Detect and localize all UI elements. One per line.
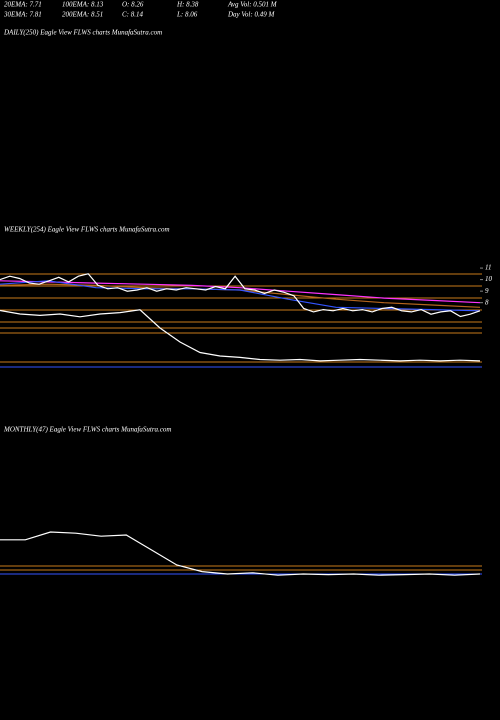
y-tick-label: 8 (485, 298, 489, 306)
chart-title: WEEKLY(254) Eagle View FLWS charts Munaf… (4, 226, 170, 234)
stat-label: H: 8.38 (176, 1, 199, 9)
price-line (0, 531, 481, 576)
price-line (0, 309, 481, 362)
stat-label: O: 8.26 (122, 1, 144, 9)
levels (0, 273, 482, 575)
stat-label: 200EMA: 8.51 (62, 11, 103, 19)
y-tick-label: 10 (485, 275, 493, 283)
price-line (0, 280, 481, 304)
stat-label: Avg Vol: 0.501 M (227, 1, 278, 9)
chart-title: DAILY(250) Eagle View FLWS charts Munafa… (3, 29, 162, 37)
stat-label: L: 8.06 (176, 11, 198, 19)
stat-label: 100EMA: 8.13 (62, 1, 104, 9)
stat-label: Day Vol: 0.49 M (227, 11, 275, 19)
chart-title: MONTHLY(47) Eagle View FLWS charts Munaf… (3, 426, 171, 434)
y-tick-label: 9 (485, 287, 489, 295)
stat-label: 30EMA: 7.81 (3, 11, 42, 19)
price-line (0, 273, 481, 318)
price-line (0, 280, 481, 312)
y-tick-label: 11 (485, 264, 491, 272)
stat-label: C: 8.14 (122, 11, 144, 19)
stat-label: 20EMA: 7.71 (4, 1, 42, 9)
